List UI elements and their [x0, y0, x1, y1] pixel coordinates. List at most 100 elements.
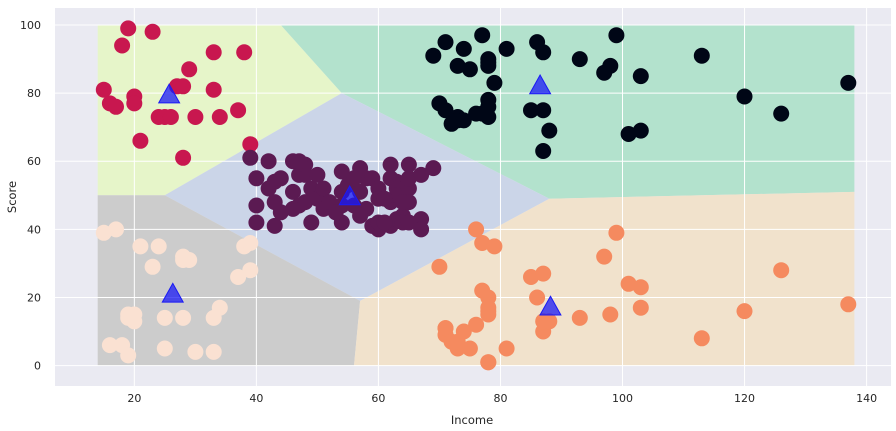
data-point-series-4 — [156, 340, 173, 357]
data-point-series-3 — [736, 88, 753, 105]
data-point-series-2 — [266, 194, 283, 211]
data-point-series-3 — [461, 61, 478, 78]
data-point-series-2 — [382, 156, 399, 173]
data-point-series-2 — [425, 160, 442, 177]
data-point-series-5 — [608, 224, 625, 241]
data-point-series-1 — [205, 81, 222, 98]
data-point-series-1 — [126, 95, 143, 112]
data-point-series-4 — [132, 238, 149, 255]
y-tick-label: 80 — [27, 87, 41, 100]
data-point-series-3 — [632, 68, 649, 85]
y-tick-label: 0 — [34, 360, 41, 373]
data-point-series-1 — [211, 109, 228, 125]
data-point-series-3 — [535, 143, 552, 159]
y-tick-label: 60 — [27, 155, 41, 168]
data-point-series-4 — [230, 269, 247, 285]
data-point-series-1 — [187, 109, 204, 125]
data-point-series-1 — [181, 61, 198, 78]
data-point-series-2 — [413, 221, 430, 238]
data-point-series-5 — [773, 262, 790, 279]
data-point-series-3 — [523, 102, 539, 119]
data-point-series-2 — [272, 170, 289, 187]
data-point-series-5 — [474, 235, 491, 251]
data-point-series-3 — [474, 27, 491, 44]
data-point-series-1 — [175, 149, 192, 166]
data-point-series-3 — [620, 126, 637, 142]
y-axis-label: Score — [5, 181, 19, 213]
data-point-series-3 — [693, 47, 710, 64]
data-point-series-2 — [333, 163, 350, 180]
x-tick-label: 100 — [612, 392, 633, 405]
x-tick-label: 120 — [734, 392, 755, 405]
data-point-series-3 — [480, 91, 497, 108]
data-point-series-5 — [620, 275, 637, 292]
data-point-series-4 — [175, 309, 192, 326]
data-point-series-1 — [95, 81, 112, 98]
data-point-series-5 — [541, 313, 558, 330]
data-point-series-4 — [95, 224, 112, 241]
data-point-series-5 — [455, 323, 472, 340]
data-point-series-2 — [242, 149, 259, 166]
data-point-series-5 — [602, 306, 619, 323]
data-point-series-5 — [437, 320, 454, 337]
y-tick-labels: 0 20 40 60 80 100 — [20, 19, 41, 373]
data-point-series-2 — [400, 170, 417, 187]
data-point-series-2 — [291, 153, 308, 170]
data-point-series-4 — [205, 343, 222, 360]
centroid-marker — [338, 184, 362, 206]
data-point-series-3 — [425, 47, 442, 64]
data-point-series-4 — [242, 235, 259, 251]
data-point-series-4 — [187, 343, 204, 360]
data-point-series-5 — [529, 289, 546, 306]
data-point-series-2 — [285, 183, 301, 200]
data-point-series-1 — [108, 98, 124, 115]
x-tick-label: 60 — [371, 392, 385, 405]
data-point-series-2 — [400, 214, 417, 231]
data-point-series-1 — [120, 20, 137, 37]
data-point-series-3 — [541, 122, 558, 139]
data-point-series-2 — [352, 183, 369, 200]
data-point-series-5 — [535, 265, 552, 282]
data-point-series-3 — [602, 57, 619, 74]
data-point-series-3 — [535, 44, 552, 61]
data-point-series-5 — [596, 248, 613, 265]
data-point-series-2 — [327, 204, 344, 221]
data-point-series-2 — [260, 153, 277, 170]
data-point-series-5 — [480, 303, 497, 320]
data-point-series-5 — [468, 316, 485, 333]
y-tick-label: 100 — [20, 19, 41, 32]
data-point-series-3 — [437, 102, 454, 119]
data-point-series-2 — [413, 166, 430, 183]
data-point-series-5 — [571, 309, 588, 326]
data-point-series-2 — [297, 194, 314, 211]
centroid-marker — [528, 73, 552, 95]
x-tick-label: 40 — [249, 392, 263, 405]
data-point-series-2 — [394, 194, 411, 211]
data-point-series-2 — [346, 170, 362, 187]
data-point-series-1 — [242, 136, 259, 153]
centroid-marker — [157, 83, 181, 104]
data-point-series-3 — [535, 102, 552, 119]
data-point-series-3 — [498, 40, 515, 57]
data-point-series-2 — [376, 214, 393, 231]
data-point-series-2 — [400, 156, 417, 173]
data-point-series-5 — [480, 354, 497, 371]
data-point-series-4 — [108, 221, 124, 238]
y-tick-label: 20 — [27, 291, 41, 304]
centroid-marker — [161, 282, 185, 303]
y-tick-label: 40 — [27, 223, 41, 236]
x-tick-label: 140 — [856, 392, 877, 405]
data-point-series-5 — [736, 303, 753, 320]
data-point-series-4 — [120, 347, 137, 364]
data-point-series-1 — [132, 132, 149, 149]
data-point-series-1 — [230, 102, 247, 119]
data-point-series-1 — [162, 109, 179, 125]
data-point-series-3 — [632, 122, 649, 139]
data-point-series-2 — [285, 200, 301, 217]
data-point-series-3 — [480, 109, 497, 125]
data-point-series-5 — [498, 340, 515, 357]
data-point-series-2 — [266, 217, 283, 234]
data-point-series-2 — [309, 166, 326, 183]
data-point-series-1 — [114, 37, 131, 54]
